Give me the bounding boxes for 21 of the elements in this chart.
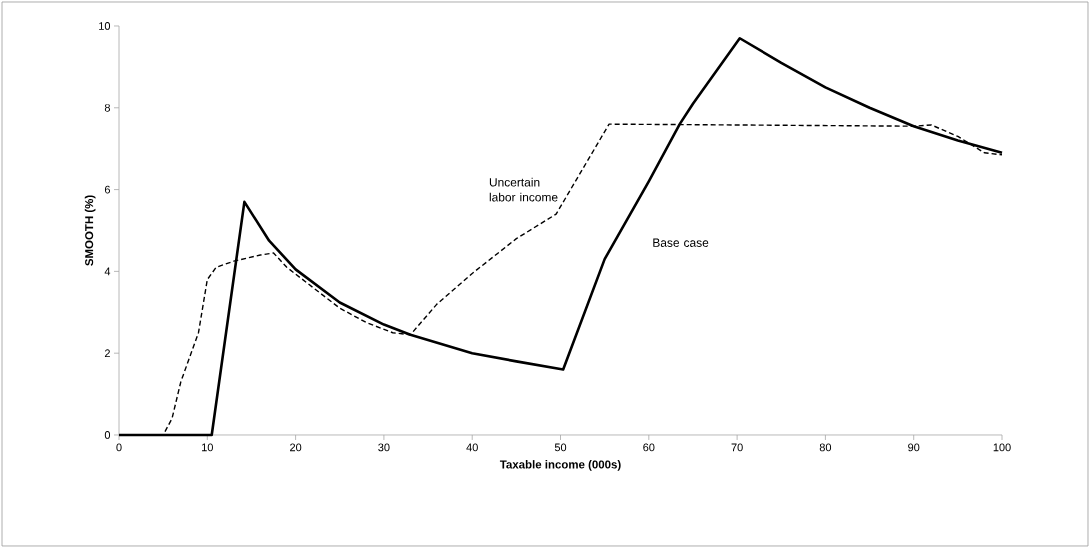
y-tick-label: 2 <box>104 349 110 358</box>
y-tick-label: 8 <box>104 103 111 112</box>
x-tick-label: 60 <box>643 443 655 452</box>
x-tick-label: 10 <box>202 443 213 452</box>
x-tick-label: 80 <box>819 443 832 452</box>
x-tick-label: 30 <box>378 443 390 452</box>
y-tick-label: 10 <box>99 22 111 30</box>
y-axis-title: SMOOTH (%) <box>84 195 96 266</box>
x-tick-label: 50 <box>554 443 567 452</box>
x-tick-label: 90 <box>908 443 920 452</box>
x-tick-label: 70 <box>731 443 743 452</box>
text: Base case <box>653 238 709 247</box>
x-axis-title: Taxable income (000s) <box>499 460 621 471</box>
x-tick-label: 100 <box>993 443 1011 452</box>
x-tick-label: 20 <box>290 443 302 452</box>
y-tick-label: 0 <box>104 431 111 439</box>
y-tick-label: 6 <box>104 185 111 194</box>
x-tick-label: 0 <box>116 443 122 452</box>
series-label: Uncertain labor income <box>489 177 558 202</box>
x-tick-label: 40 <box>466 443 478 452</box>
y-tick-label: 4 <box>104 267 111 276</box>
